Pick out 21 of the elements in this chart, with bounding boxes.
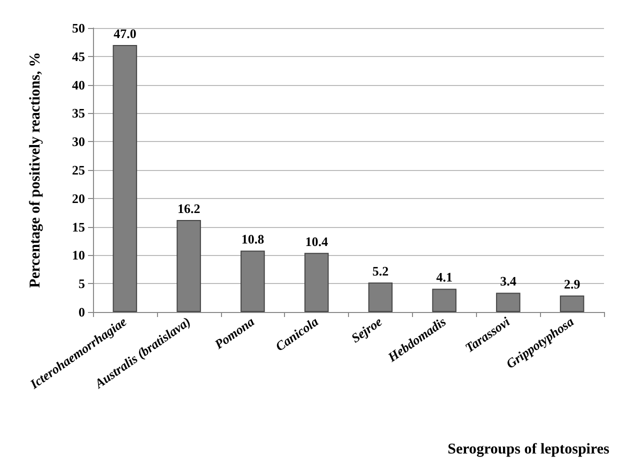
y-axis-title: Percentage of positively reactions, % (28, 52, 44, 288)
y-tick-label: 5 (78, 276, 86, 292)
data-label: 5.2 (372, 263, 389, 278)
y-tick-label: 25 (72, 162, 86, 178)
x-axis-title: Serogroups of leptospires (448, 442, 610, 458)
y-tick-label: 20 (72, 190, 85, 206)
y-tick-label: 30 (72, 134, 85, 150)
y-tick-label: 45 (72, 48, 86, 64)
y-tick-label: 10 (72, 248, 85, 263)
data-label: 4.1 (436, 270, 452, 285)
y-tick-label: 35 (72, 106, 86, 121)
data-label: 47.0 (114, 26, 136, 42)
y-tick-label: 50 (72, 20, 85, 36)
y-tick-label: 40 (72, 77, 85, 92)
data-label: 10.8 (241, 232, 265, 247)
y-tick-label: 0 (78, 304, 85, 320)
data-label: 3.4 (500, 274, 517, 289)
y-tick-label: 15 (72, 219, 86, 234)
data-label: 16.2 (177, 200, 200, 216)
data-label: 2.9 (564, 276, 581, 292)
data-label: 10.4 (305, 234, 328, 249)
